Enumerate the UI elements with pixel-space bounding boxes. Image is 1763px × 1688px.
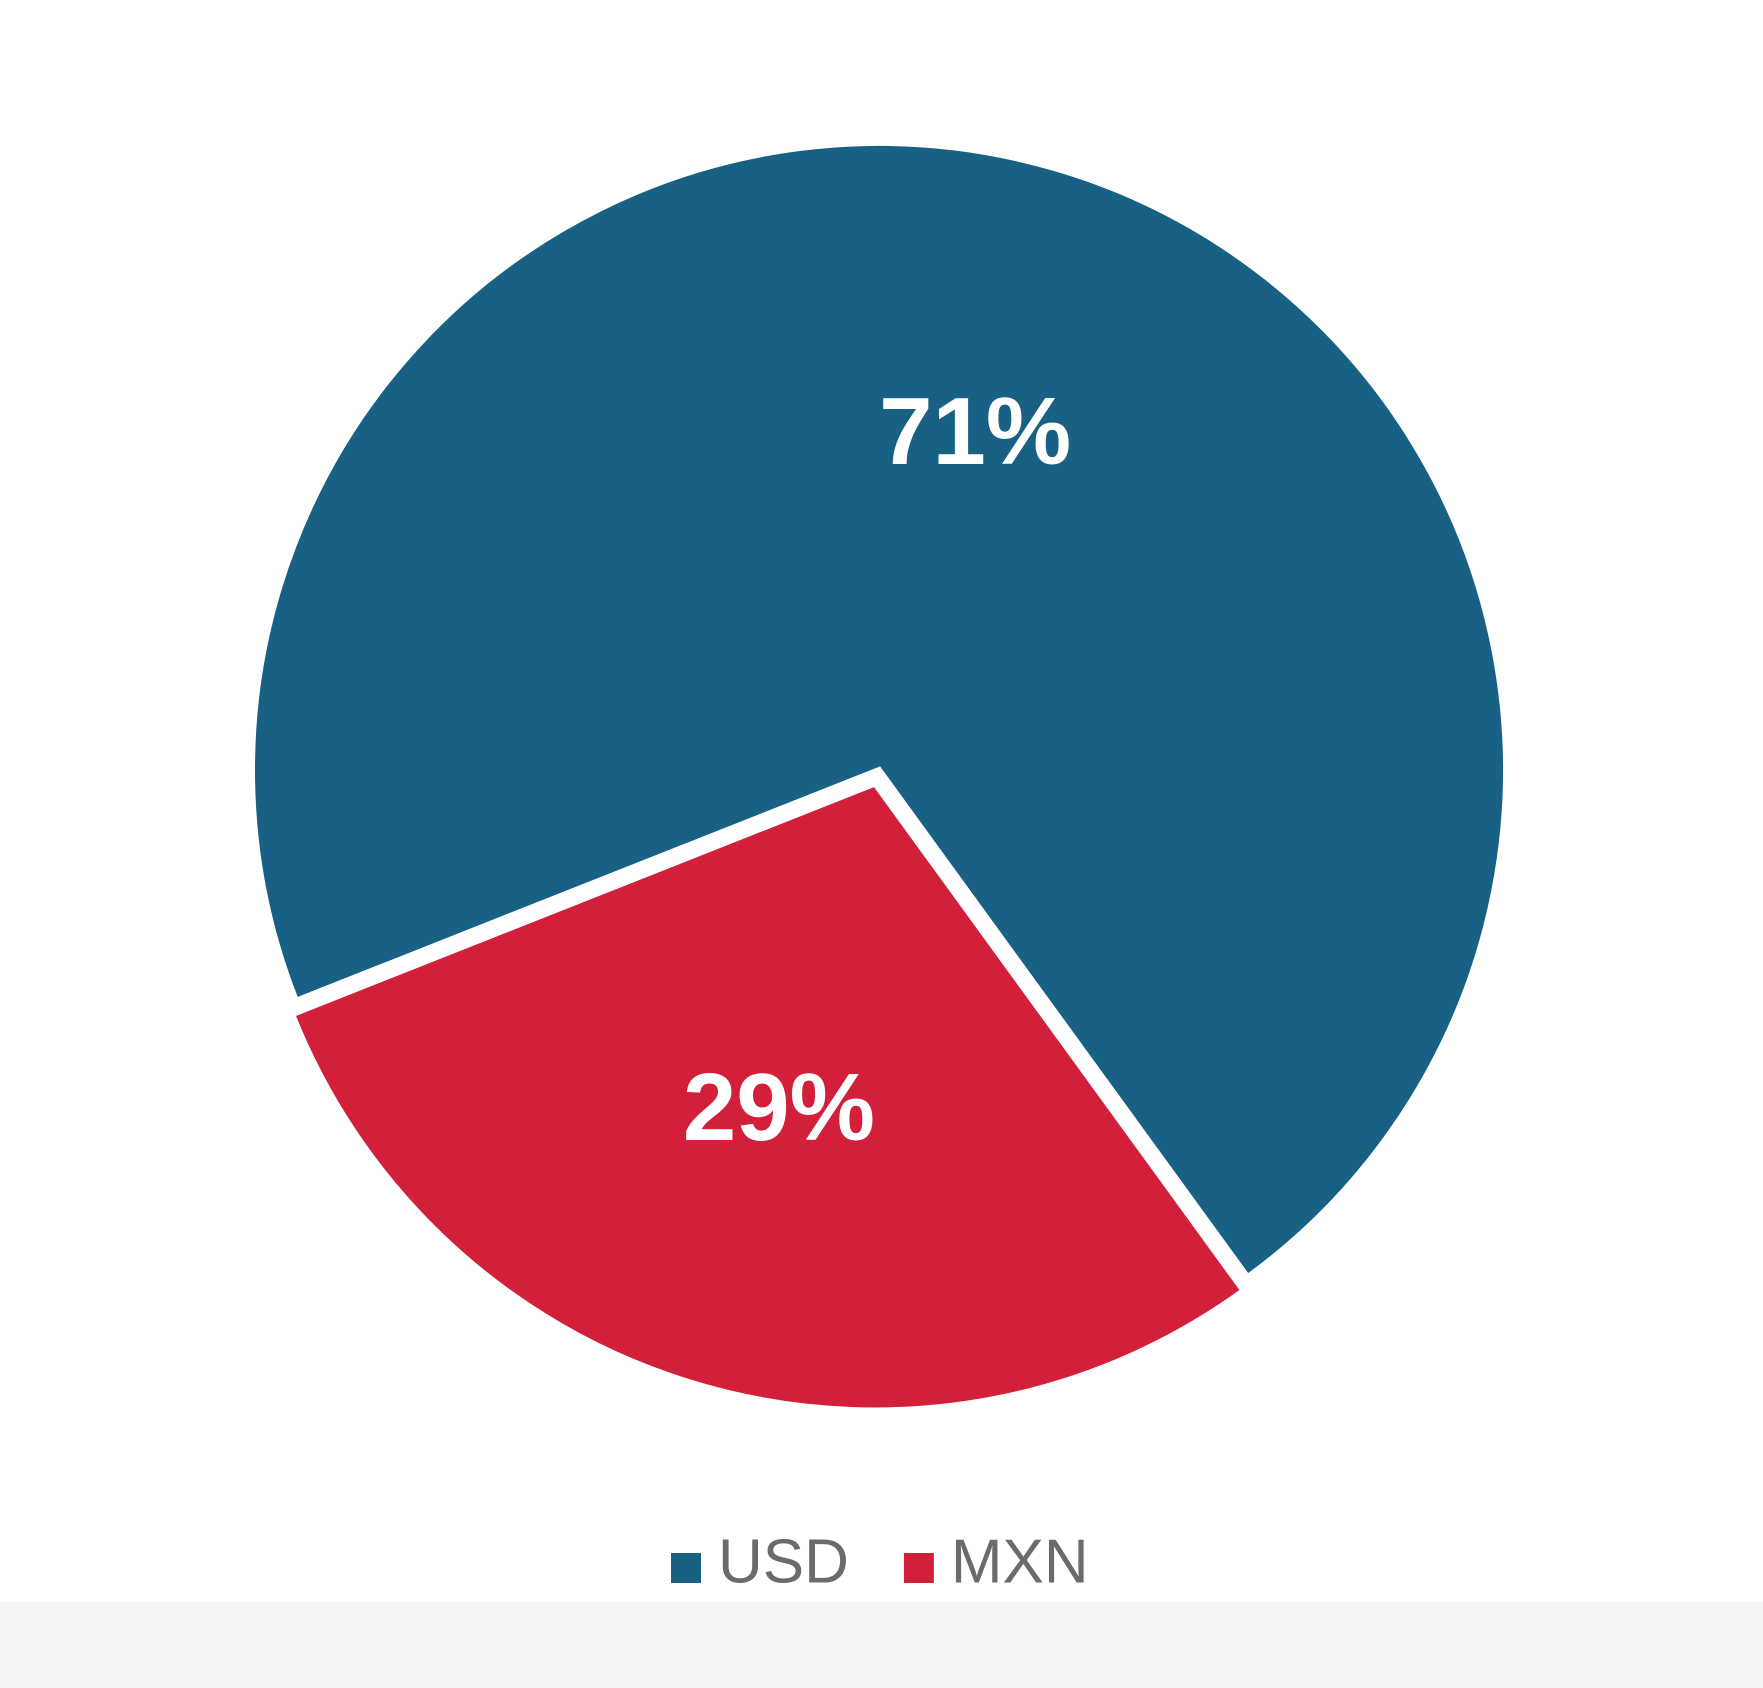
legend-swatch — [903, 1553, 934, 1583]
pie-slice — [288, 779, 1248, 1414]
legend-label: MXN — [951, 1527, 1089, 1596]
legend: USD MXN — [671, 1527, 1089, 1596]
footer-band — [0, 1602, 1763, 1688]
pie-slice — [249, 139, 1509, 1282]
legend-label: USD — [718, 1527, 849, 1596]
legend-swatch — [671, 1553, 701, 1583]
value-label: 29% — [683, 1054, 875, 1161]
value-label: 71% — [879, 378, 1071, 485]
pie: 71% 29% — [249, 139, 1509, 1414]
